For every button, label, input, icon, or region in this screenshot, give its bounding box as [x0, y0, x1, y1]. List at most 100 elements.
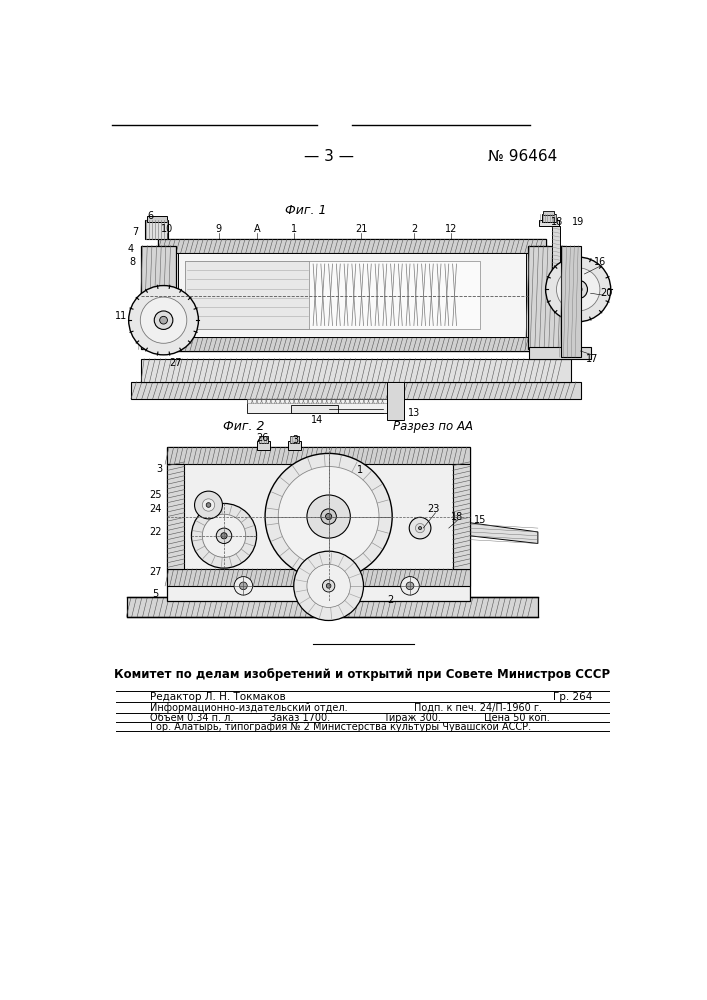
Text: 9: 9	[216, 224, 221, 234]
Text: 22: 22	[148, 527, 161, 537]
Circle shape	[129, 286, 199, 355]
Text: 10: 10	[161, 224, 173, 234]
Circle shape	[321, 509, 337, 524]
Text: Комитет по делам изобретений и открытий при Совете Министров СССР: Комитет по делам изобретений и открытий …	[114, 668, 610, 681]
Text: 8: 8	[129, 257, 136, 267]
Bar	[168, 447, 469, 601]
Bar	[147, 216, 167, 222]
Text: 1: 1	[356, 465, 363, 475]
Circle shape	[206, 503, 211, 507]
Bar	[131, 382, 580, 399]
Circle shape	[221, 533, 227, 539]
Text: Подп. к печ. 24/П-1960 г.: Подп. к печ. 24/П-1960 г.	[414, 703, 542, 713]
Bar	[158, 337, 546, 351]
Text: Тираж 300.: Тираж 300.	[383, 713, 440, 723]
Text: А: А	[254, 224, 261, 234]
Bar	[177, 253, 526, 337]
Text: 2: 2	[411, 224, 417, 234]
Bar	[288, 441, 300, 450]
Circle shape	[574, 286, 582, 293]
Circle shape	[569, 280, 588, 299]
Bar	[528, 246, 565, 349]
Bar	[247, 399, 387, 413]
Text: 23: 23	[427, 504, 440, 514]
Bar	[185, 261, 309, 329]
Text: Заказ 1700.: Заказ 1700.	[271, 713, 331, 723]
Circle shape	[327, 584, 331, 588]
Text: 24: 24	[149, 504, 161, 514]
Text: 18: 18	[551, 217, 563, 227]
Bar	[257, 441, 270, 450]
Circle shape	[322, 580, 335, 592]
Circle shape	[325, 513, 332, 520]
Text: 11: 11	[115, 311, 127, 321]
Circle shape	[140, 297, 187, 343]
Bar	[452, 464, 469, 569]
Circle shape	[401, 577, 419, 595]
Text: 4: 4	[128, 244, 134, 254]
Text: Объем 0.34 п. л.: Объем 0.34 п. л.	[151, 713, 234, 723]
Text: 2: 2	[387, 595, 394, 605]
Circle shape	[556, 268, 600, 311]
Bar	[543, 211, 554, 215]
Bar	[168, 464, 185, 569]
Text: № 96464: № 96464	[488, 149, 557, 164]
Circle shape	[416, 523, 425, 533]
Bar	[127, 597, 538, 617]
Text: 17: 17	[586, 354, 598, 364]
Text: 5: 5	[152, 589, 158, 599]
Text: 18: 18	[451, 512, 463, 522]
Text: Цена 50 коп.: Цена 50 коп.	[484, 713, 549, 723]
Circle shape	[419, 527, 421, 530]
Bar	[259, 436, 268, 443]
Text: 16: 16	[594, 257, 606, 267]
Text: 27: 27	[169, 358, 182, 368]
Text: Фиг. 1: Фиг. 1	[285, 204, 326, 217]
Text: Редактор Л. Н. Токмаков: Редактор Л. Н. Токмаков	[151, 692, 286, 702]
Circle shape	[154, 311, 173, 329]
Text: 3: 3	[292, 435, 298, 445]
Circle shape	[293, 551, 363, 620]
Text: — 3 —: — 3 —	[303, 149, 354, 164]
Circle shape	[546, 257, 611, 322]
Text: 14: 14	[311, 415, 323, 425]
Text: 27: 27	[148, 567, 161, 577]
Bar	[141, 246, 176, 349]
Text: 13: 13	[408, 408, 420, 418]
Bar	[158, 239, 546, 253]
Text: 20: 20	[600, 288, 612, 298]
Text: 25: 25	[148, 490, 161, 500]
Text: Информационно-издательский отдел.: Информационно-издательский отдел.	[151, 703, 348, 713]
Bar	[158, 239, 546, 351]
Text: 26: 26	[257, 433, 269, 443]
Bar	[561, 246, 580, 357]
Text: Гор. Алатырь, типография № 2 Министерства культуры Чувашской АССР.: Гор. Алатырь, типография № 2 Министерств…	[151, 722, 532, 732]
Circle shape	[240, 582, 247, 590]
Text: 12: 12	[445, 224, 457, 234]
Circle shape	[307, 564, 351, 607]
Polygon shape	[469, 523, 538, 544]
Circle shape	[279, 466, 379, 567]
Bar	[145, 220, 168, 239]
Bar	[539, 220, 559, 226]
Circle shape	[216, 528, 232, 544]
Text: Гр. 264: Гр. 264	[553, 692, 592, 702]
Circle shape	[307, 495, 351, 538]
Text: 3: 3	[157, 464, 163, 474]
Text: 7: 7	[132, 227, 138, 237]
Text: 1: 1	[291, 224, 297, 234]
Text: 21: 21	[355, 224, 368, 234]
Bar	[542, 214, 556, 222]
Bar	[291, 405, 338, 413]
Bar	[168, 447, 469, 464]
Bar	[552, 226, 559, 280]
Bar	[168, 569, 469, 586]
Circle shape	[406, 582, 414, 590]
Circle shape	[202, 514, 246, 557]
Text: 15: 15	[474, 515, 486, 525]
Text: 19: 19	[572, 217, 584, 227]
Bar	[185, 261, 480, 329]
Bar	[529, 347, 590, 359]
Circle shape	[194, 491, 223, 519]
Circle shape	[409, 517, 431, 539]
